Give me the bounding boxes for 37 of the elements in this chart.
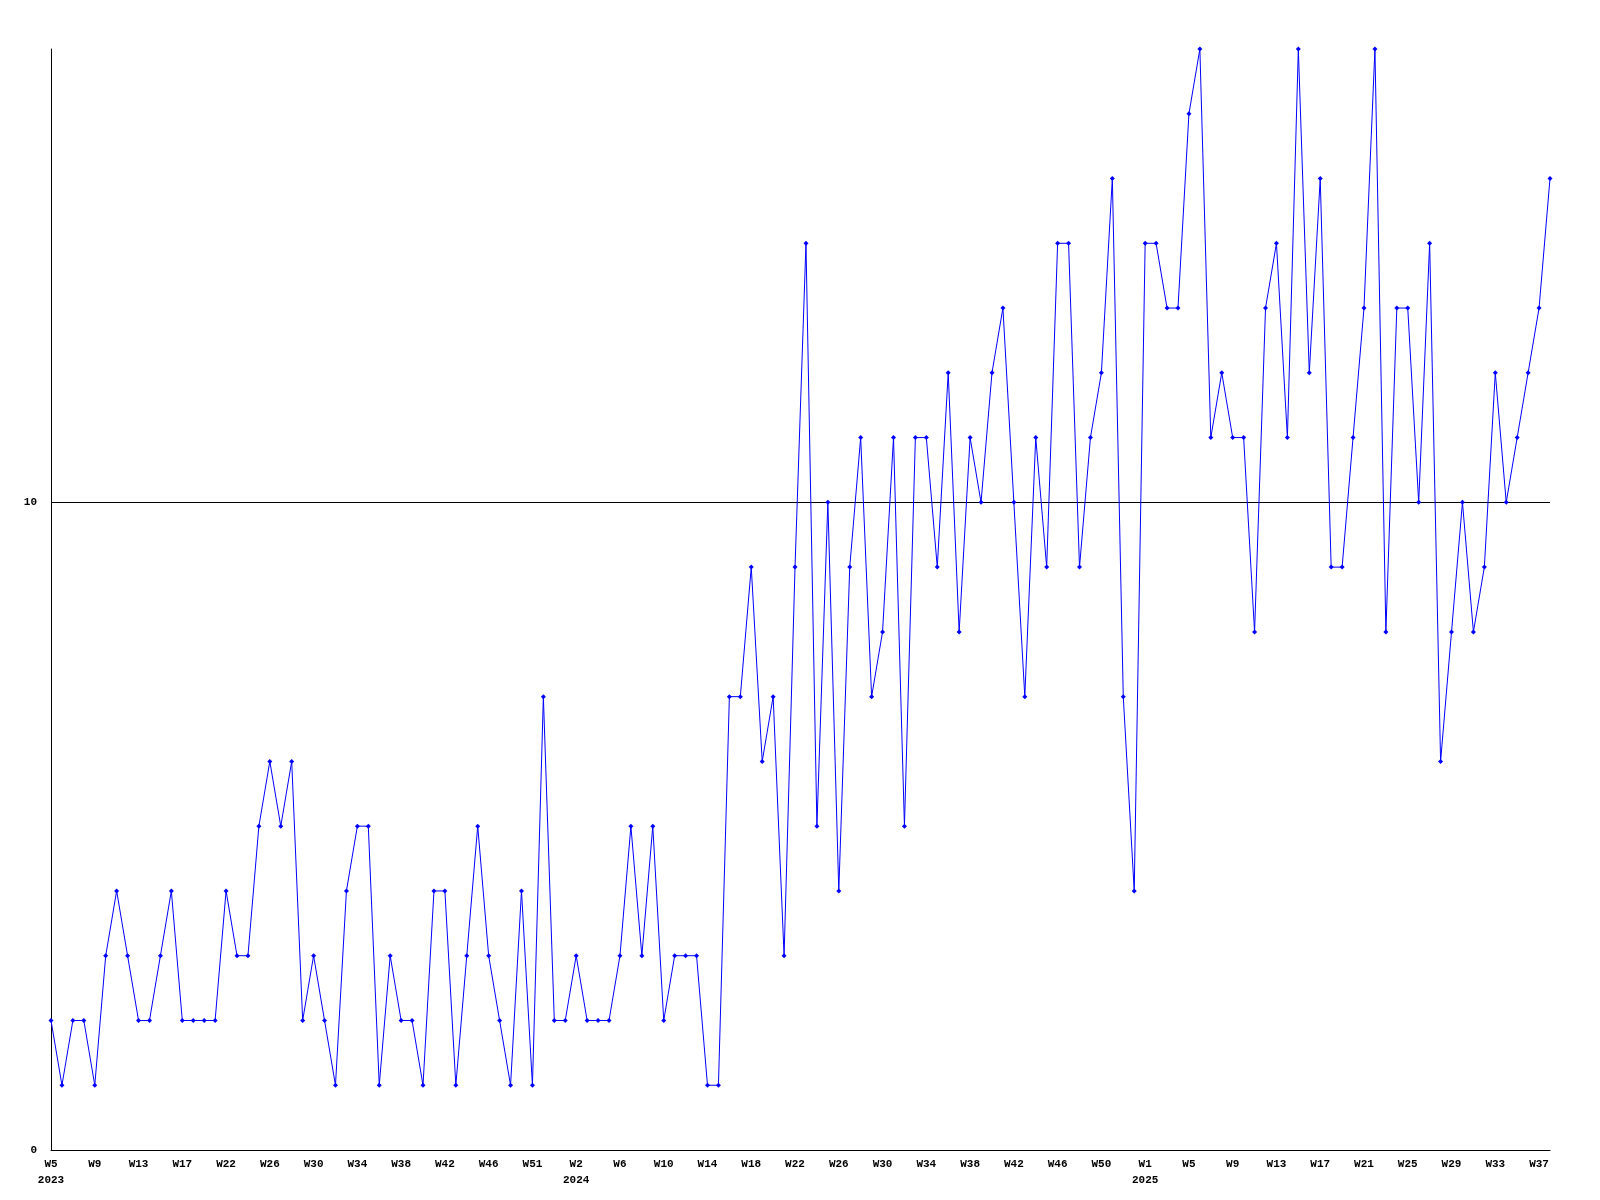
x-tick-label: W46 [478,1158,499,1170]
x-tick-label: W2 2024 [562,1158,590,1186]
x-tick-label: W5 [1182,1158,1196,1170]
x-tick-label: W22 [216,1158,236,1170]
x-tick-label: W14 [697,1158,718,1170]
x-tick-label: W21 [1354,1158,1375,1170]
x-tick-label: W25 [1397,1158,1419,1170]
x-tick-label: W26 [259,1158,280,1170]
x-tick-label: W18 [741,1158,762,1170]
x-tick-label: W6 [613,1158,627,1170]
x-tick-label: W9 [1226,1158,1240,1170]
x-tick-label: W1 2025 [1131,1158,1159,1186]
x-tick-label: W50 [1091,1158,1112,1170]
x-tick-label: W26 [828,1158,849,1170]
x-tick-label: W17 [1310,1158,1331,1170]
x-tick-label: W38 [960,1158,981,1170]
x-tick-label: W34 [347,1158,368,1170]
x-tick-label: W10 [653,1158,674,1170]
x-tick-label: W34 [916,1158,937,1170]
x-tick-label: W13 [1266,1158,1287,1170]
y-tick-label: 0 [30,1144,37,1156]
x-tick-label: W13 [128,1158,149,1170]
x-tick-label: W51 [522,1158,543,1170]
x-tick-label: W29 [1441,1158,1462,1170]
x-tick-label: W17 [172,1158,193,1170]
x-tick-label: W42 [1003,1158,1024,1170]
x-tick-label: W33 [1485,1158,1506,1170]
x-tick-label: W42 [434,1158,455,1170]
x-tick-label: W30 [303,1158,324,1170]
x-tick-label: W38 [391,1158,412,1170]
x-tick-label: W5 2023 [37,1158,65,1186]
x-tick-label: W46 [1047,1158,1068,1170]
x-tick-label: W37 [1529,1158,1549,1170]
x-tick-label: W30 [872,1158,893,1170]
y-tick-label: 10 [23,496,37,509]
x-tick-label: W22 [785,1158,805,1170]
x-tick-label: W9 [88,1158,102,1170]
